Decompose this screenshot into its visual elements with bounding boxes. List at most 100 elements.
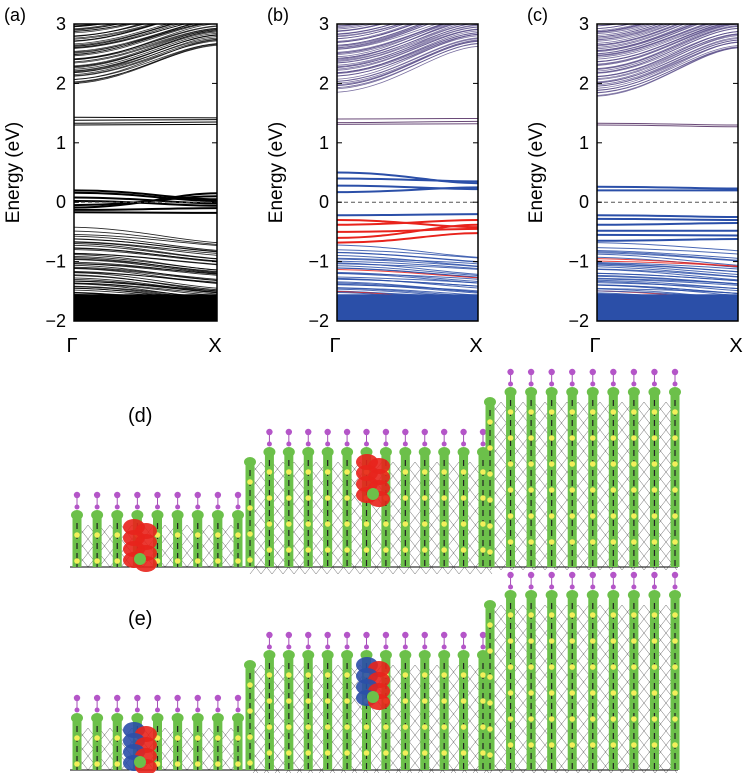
node-atom: [247, 557, 253, 563]
valence-band-line: [597, 364, 738, 371]
top-atom: [174, 491, 181, 499]
node-atom: [94, 761, 100, 767]
atom-rod-cap: [586, 590, 599, 600]
valence-band-line: [74, 324, 217, 336]
bond-line: [555, 730, 568, 746]
atom-rod: [478, 452, 488, 567]
conduction-band-line: [74, 44, 217, 84]
atom-rod-cap: [91, 713, 104, 723]
panel-label: (a): [4, 5, 26, 25]
conduction-band-line: [74, 24, 115, 30]
valence-band-line: [74, 322, 217, 333]
valence-band-line: [74, 267, 217, 282]
node-atom: [651, 435, 658, 441]
atom-rod-cap: [71, 510, 83, 520]
node-atom: [631, 638, 637, 644]
atom-rod: [670, 595, 680, 770]
x-tick-label-gamma: Γ: [66, 335, 77, 357]
node-atom: [528, 409, 534, 415]
x-tick-label-x: X: [729, 335, 742, 357]
atom-rod-cap: [566, 590, 579, 600]
atom-rod: [420, 452, 430, 567]
top-atom: [528, 584, 534, 590]
atom-rod: [323, 452, 333, 567]
valence-band-line: [74, 360, 217, 373]
node-atom: [402, 672, 409, 678]
y-tick-label: −2: [308, 311, 329, 331]
valence-band-line: [597, 277, 738, 285]
node-atom: [266, 750, 273, 756]
top-atom: [422, 644, 428, 650]
valence-band-line: [337, 364, 478, 370]
valence-band-line: [337, 260, 478, 269]
atom-rod-cap: [302, 650, 315, 660]
atom-rod-cap: [134, 756, 146, 768]
bond-line: [373, 762, 383, 773]
valence-band-line: [74, 259, 217, 274]
top-atom: [528, 381, 534, 387]
node-atom: [480, 469, 486, 475]
node-atom: [215, 761, 221, 767]
conduction-band-line: [74, 24, 174, 46]
node-atom: [441, 724, 447, 730]
top-atom: [671, 368, 679, 376]
gap-band-line: [337, 213, 478, 217]
top-atom: [480, 644, 486, 650]
node-atom: [610, 716, 617, 722]
conduction-band-line: [597, 24, 660, 38]
node-atom: [266, 469, 273, 475]
y-tick-label: 0: [56, 192, 66, 212]
conduction-band-line: [597, 24, 655, 36]
valence-band-line: [597, 278, 738, 286]
atom-rod-cap: [367, 488, 379, 500]
node-atom: [569, 690, 576, 696]
valence-band-line: [337, 265, 478, 277]
bond-line: [555, 618, 568, 634]
top-atom: [610, 584, 616, 590]
atom-rod: [233, 515, 243, 567]
valence-band-line: [337, 320, 348, 321]
atom-rod-cap: [282, 650, 295, 660]
valence-band-line: [74, 226, 217, 244]
node-atom: [528, 513, 534, 519]
node-atom: [441, 750, 447, 756]
x-tick-label-x: X: [469, 335, 482, 357]
top-atom: [590, 584, 596, 590]
bond-line: [447, 762, 457, 773]
atom-rod-cap: [91, 510, 104, 520]
node-atom: [235, 735, 241, 741]
valence-band-line: [74, 343, 217, 356]
conduction-band-line: [597, 24, 735, 66]
atom-rod-cap: [627, 387, 640, 397]
conduction-band-line: [597, 24, 738, 70]
top-atom: [305, 644, 311, 650]
top-atom: [114, 504, 120, 510]
node-atom: [507, 664, 514, 670]
conduction-band-line: [74, 0, 217, 14]
valence-band-line: [597, 367, 738, 373]
conduction-band-line: [337, 26, 478, 69]
valence-band-line: [74, 347, 217, 360]
conduction-band-line: [74, 24, 141, 37]
node-atom: [507, 638, 514, 644]
conduction-band-line: [337, 24, 368, 29]
node-atom: [266, 547, 273, 553]
valence-band-line: [337, 374, 478, 380]
node-atom: [344, 724, 350, 730]
node-atom: [480, 724, 486, 730]
valence-band-line: [597, 350, 738, 356]
valence-band-line: [74, 241, 217, 256]
y-tick-label: −2: [45, 311, 66, 331]
node-atom: [548, 664, 555, 670]
node-atom: [528, 716, 534, 722]
top-atom: [651, 381, 657, 387]
node-atom: [548, 487, 555, 493]
valence-band-line: [74, 345, 217, 355]
node-atom: [651, 638, 658, 644]
node-atom: [305, 750, 312, 756]
bond-line: [577, 604, 590, 620]
bond-line: [577, 541, 590, 557]
node-atom: [631, 539, 637, 545]
bond-line: [632, 555, 645, 571]
atom-rod-cap: [341, 447, 354, 457]
